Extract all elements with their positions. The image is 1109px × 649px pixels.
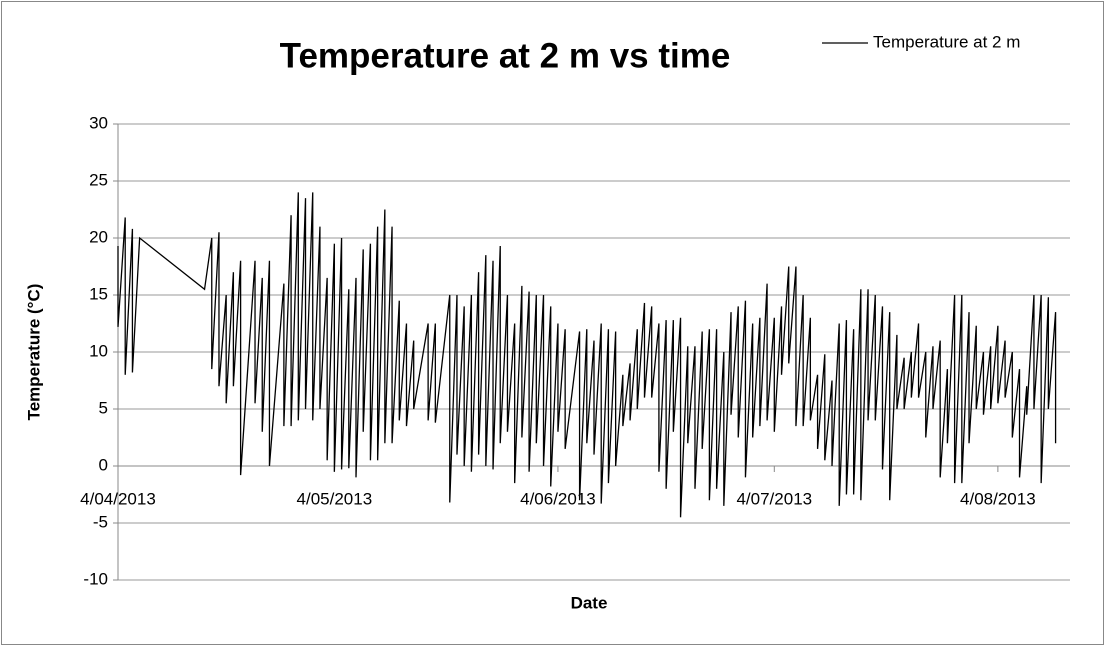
x-tick-label: 4/04/2013: [80, 489, 156, 508]
x-tick-label: 4/07/2013: [736, 489, 812, 508]
x-axis-label: Date: [571, 593, 608, 612]
y-axis-label: Temperature (°C): [24, 284, 43, 421]
y-tick-label: 10: [89, 341, 108, 360]
y-tick-label: 25: [89, 170, 108, 189]
y-tick-label: 0: [99, 455, 108, 474]
chart-title: Temperature at 2 m vs time: [280, 36, 731, 75]
y-tick-label: -10: [83, 569, 108, 588]
data-line: [117, 192, 1057, 518]
y-tick-label: 15: [89, 284, 108, 303]
x-tick-label: 4/05/2013: [297, 489, 373, 508]
x-tick-label: 4/06/2013: [520, 489, 596, 508]
y-tick-label: 5: [99, 398, 108, 417]
x-tick-label: 4/08/2013: [960, 489, 1036, 508]
legend-label: Temperature at 2 m: [873, 32, 1020, 51]
y-tick-label: 20: [89, 227, 108, 246]
y-tick-label: -5: [93, 512, 108, 531]
y-tick-label: 30: [89, 113, 108, 132]
